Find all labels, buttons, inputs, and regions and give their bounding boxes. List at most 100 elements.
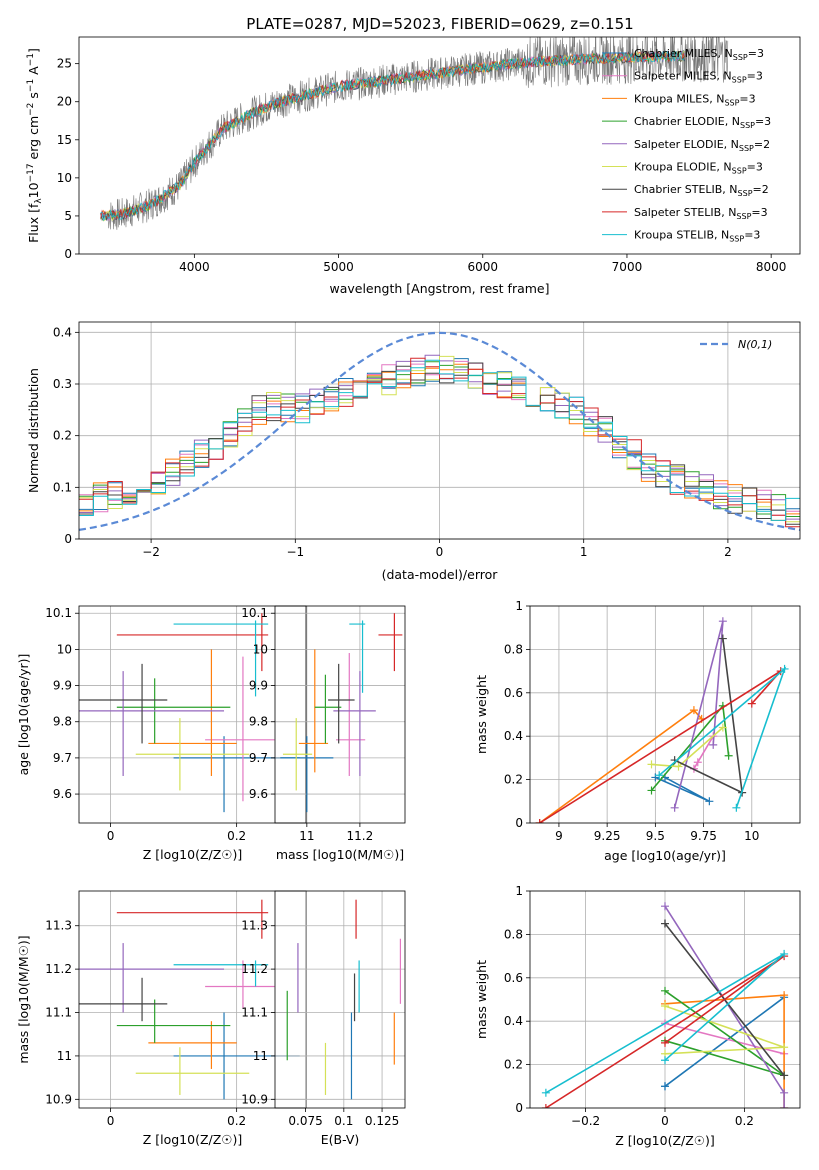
plot-area-residuals [79,331,800,531]
weight-marker [541,1088,550,1097]
panel-residuals: −2 −1 0 1 2 0 0.1 0.2 0.3 0.4 N(0,1) (data-model)/e… [26,321,801,582]
legend-entry: Chabrier STELIB, NSSP=2 [634,183,769,198]
y-tick-label: 15 [57,133,72,147]
weight-marker [780,1104,789,1108]
y-tick-label: 5 [64,209,72,223]
y-axis-label: mass weight [474,960,489,1039]
x-tick-label: 0 [107,1114,115,1128]
x-tick-label: 0.2 [735,1114,754,1128]
x-tick-label: 4000 [179,260,210,274]
x-tick-label: 0.1 [334,1114,353,1128]
y-tick-label: 10.9 [45,1092,72,1106]
x-tick-label: 2 [724,545,732,559]
x-axis-label: Z [log10(Z/Z☉)] [143,847,243,862]
axes-frame [274,605,406,824]
legend-entry: Salpeter ELODIE, NSSP=2 [634,138,770,153]
weight-marker [647,786,656,795]
x-axis-label: mass [log10(M/M☉)] [276,847,404,862]
x-tick-label: 0 [107,829,115,843]
y-tick-label: 0.8 [504,927,523,941]
plot-area-spectrum [100,37,729,230]
legend: Chabrier MILES, NSSP=3 Salpeter MILES, NS… [602,47,771,244]
x-tick-label: 9 [555,829,563,843]
legend-entry: Chabrier MILES, NSSP=3 [634,47,764,62]
y-tick-label: 9.6 [249,787,268,801]
y-tick-label: 11.3 [241,919,268,933]
y-tick-label: 0.3 [53,377,72,391]
x-tick-label: 8000 [756,260,787,274]
x-tick-label: 0 [436,545,444,559]
plot-area-mass_age [280,613,403,813]
y-tick-label: 10.1 [241,606,268,620]
y-tick-label: 11 [57,1049,72,1063]
plot-area-Z_mass [79,899,300,1100]
weight-marker [747,699,756,708]
x-tick-label: 0.2 [227,829,246,843]
y-tick-label: 0.2 [53,429,72,443]
figure-title: PLATE=0287, MJD=52023, FIBERID=0629, z=0… [246,15,633,33]
y-tick-label: 0 [64,247,72,261]
panel-age_weight: 9 9.25 9.5 9.75 10 0 0.2 0.4 0.6 0.8 1 age [log10(a… [474,599,801,863]
x-axis-label: Z [log10(Z/Z☉)] [615,1133,715,1148]
legend-entry: Salpeter MILES, NSSP=3 [634,70,763,85]
y-tick-label: 0.4 [53,325,72,339]
panel-mass_age: 11 11.2 9.6 9.7 9.8 9.9 10 10.1 mass [log10(M/M☉… [241,605,406,862]
y-tick-label: 9.7 [53,751,72,765]
weight-marker [705,797,714,806]
x-tick-label: 6000 [467,260,498,274]
x-tick-label: 1 [580,545,588,559]
weight-marker [780,949,789,958]
x-tick-label: 0.125 [365,1114,399,1128]
plot-area-Z_weight [541,902,789,1108]
x-axis-label: (data-model)/error [382,567,499,582]
legend-entry: N(0,1) [738,338,772,351]
weight-marker [709,740,718,749]
plot-area-ebv_mass [286,899,402,1100]
x-axis-label: age [log10(age/yr)] [604,848,726,863]
x-tick-label: 9.25 [594,829,621,843]
weight-marker [780,1088,789,1097]
weight-series-line [664,1022,785,1055]
y-tick-label: 0.6 [504,686,523,700]
x-tick-label: 0.075 [288,1114,322,1128]
legend-entry: Kroupa STELIB, NSSP=3 [634,229,760,244]
x-tick-label: 11 [299,829,314,843]
weight-marker [780,1071,789,1080]
y-tick-label: 10 [57,642,72,656]
y-axis-label: mass [log10(M/M☉)] [16,935,31,1063]
panel-ebv_mass: 0.075 0.1 0.125 10.9 11 11.1 11.2 11.3 E(B-V) [241,890,406,1147]
y-tick-label: 0.4 [504,1014,523,1028]
panel-spectrum: 4000 5000 6000 7000 8000 0 5 10 15 20 25 Chabrier M… [26,36,801,296]
x-tick-label: −1 [286,545,304,559]
y-tick-label: 11 [253,1049,268,1063]
weight-marker [661,1082,669,1091]
x-axis-label: Z [log10(Z/Z☉)] [143,1132,243,1147]
axes-frame [274,890,406,1109]
y-tick-label: 11.2 [241,962,268,976]
weight-marker [718,723,727,732]
x-axis-label: wavelength [Angstrom, rest frame] [329,281,549,296]
y-tick-label: 0 [64,532,72,546]
y-tick-label: 9.9 [249,679,268,693]
weight-marker [535,819,544,823]
panel-Z_weight: −0.2 0 0.2 0 0.2 0.4 0.6 0.8 1 Z [log10(Z/Z☉)] mas… [474,884,801,1148]
panel-Z_age: 0 0.2 9.6 9.7 9.8 9.9 10 10.1 Z [log10(Z/Z☉)] age… [16,605,307,862]
y-axis-label: age [log10(age/yr)] [16,654,31,776]
y-tick-label: 9.6 [53,787,72,801]
y-tick-label: 1 [515,884,523,898]
weight-marker [689,706,698,715]
y-tick-label: 11.2 [45,962,72,976]
x-tick-label: 9.75 [690,829,717,843]
weight-marker [718,634,727,643]
y-tick-label: 0.1 [53,480,72,494]
y-tick-label: 0 [515,1101,523,1115]
weight-marker [674,762,683,771]
y-tick-label: 11.1 [45,1006,72,1020]
y-tick-label: 25 [57,57,72,71]
legend-entry: Salpeter STELIB, NSSP=3 [634,206,768,221]
axes-frame [529,605,801,824]
spectrum-model-line [100,50,685,219]
histogram-series [79,359,800,521]
legend-entry: Kroupa MILES, NSSP=3 [634,92,756,107]
